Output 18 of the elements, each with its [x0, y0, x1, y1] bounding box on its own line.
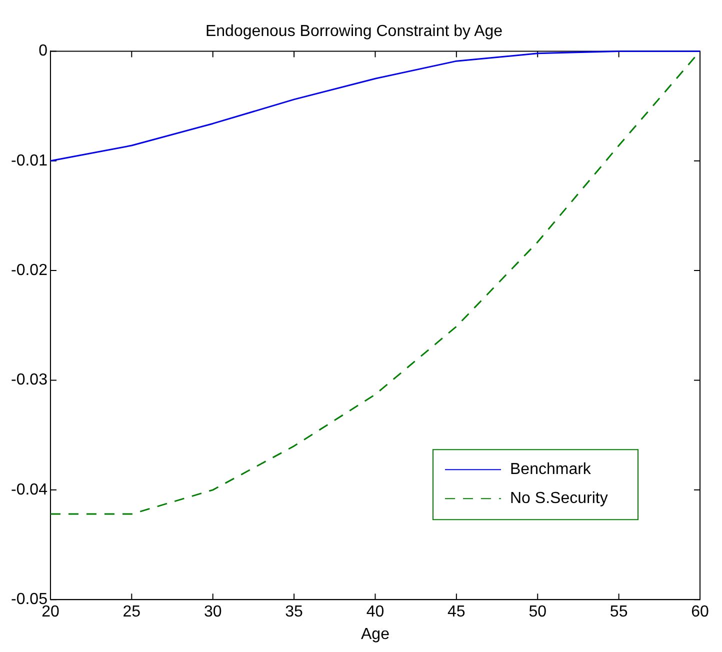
- x-tick-label: 35: [285, 604, 304, 621]
- y-tick-label: -0.04: [11, 481, 48, 498]
- y-tick-label: 0: [38, 42, 48, 60]
- x-axis-title: Age: [361, 626, 390, 643]
- y-tick-label: -0.02: [11, 262, 48, 279]
- x-tick-label: 25: [122, 604, 141, 621]
- x-tick-label: 20: [42, 604, 60, 621]
- x-tick-label: 30: [204, 604, 222, 621]
- x-tick-label: 40: [366, 604, 384, 621]
- legend-label: Benchmark: [510, 461, 592, 478]
- y-tick-label: -0.01: [11, 152, 48, 170]
- x-tick-label: 60: [691, 604, 709, 621]
- legend-label: No S.Security: [510, 490, 608, 508]
- x-tick-label: 45: [448, 604, 466, 621]
- y-tick-label: -0.03: [11, 372, 48, 389]
- x-tick-label: 50: [528, 604, 547, 621]
- x-tick-label: 55: [610, 604, 628, 621]
- chart-title: Endogenous Borrowing Constraint by Age: [205, 23, 503, 40]
